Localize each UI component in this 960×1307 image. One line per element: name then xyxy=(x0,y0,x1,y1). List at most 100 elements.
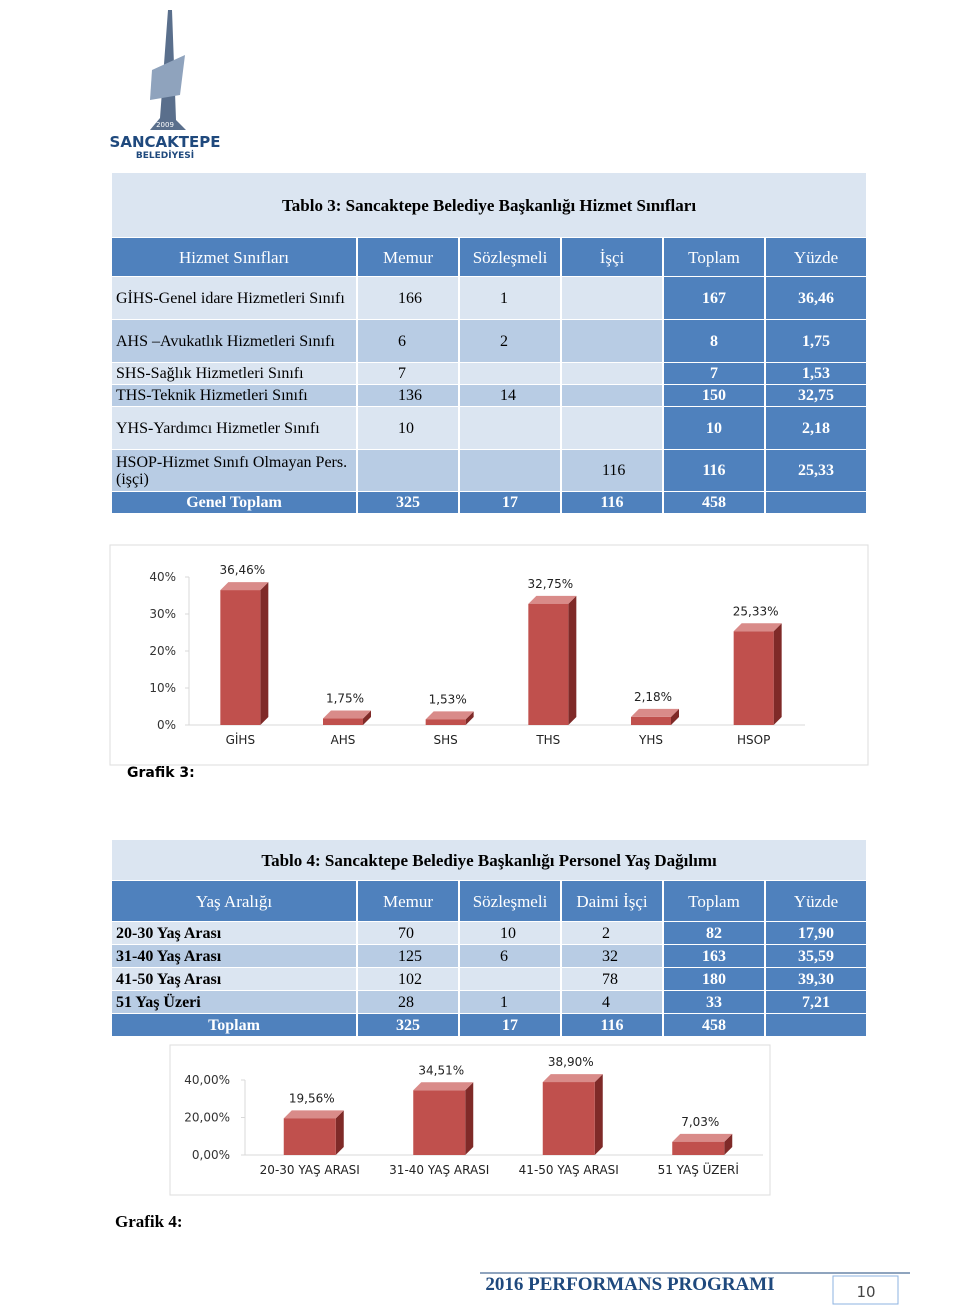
title-row: Tablo 4: Sancaktepe Belediye Başkanlığı … xyxy=(112,840,867,880)
cell: 167 xyxy=(664,277,764,319)
logo-name: SANCAKTEPE xyxy=(110,133,221,151)
y-tick-label: 20% xyxy=(149,644,176,658)
cell: 82 xyxy=(664,922,764,944)
cell: 14 xyxy=(460,385,560,406)
header-cell: Daimi İşçi xyxy=(562,881,662,921)
header-cell: Toplam xyxy=(664,238,764,276)
cell: 116 xyxy=(664,450,764,491)
bar-top xyxy=(425,711,474,720)
cell: 20-30 Yaş Arası xyxy=(112,922,356,944)
bar-side xyxy=(260,582,269,725)
bar xyxy=(413,1090,466,1155)
table-row: AHS –Avukatlık Hizmetleri Sınıfı 6 2 8 1,75 xyxy=(112,320,867,362)
cell: 28 xyxy=(358,991,458,1013)
cell: 33 xyxy=(664,991,764,1013)
cell: 1 xyxy=(460,991,560,1013)
y-tick-label: 40,00% xyxy=(184,1073,230,1087)
x-tick-label: YHS xyxy=(638,733,663,747)
cell xyxy=(460,450,560,491)
logo-year: 2009 xyxy=(156,121,174,129)
bar-side xyxy=(671,708,679,725)
cell: 7 xyxy=(664,363,764,384)
table-row: YHS-Yardımcı Hizmetler Sınıfı 10 10 2,18 xyxy=(112,407,867,449)
cell: 39,30 xyxy=(766,968,867,990)
bar-side xyxy=(724,1133,733,1155)
bar-top xyxy=(528,595,577,604)
bar-side xyxy=(465,711,474,725)
cell: 102 xyxy=(358,968,458,990)
total-cell: Toplam xyxy=(112,1014,356,1036)
y-tick-label: 40% xyxy=(149,570,176,584)
total-row: Genel Toplam 325 17 116 458 xyxy=(112,492,867,513)
bar xyxy=(631,716,671,725)
cell: 36,46 xyxy=(766,277,867,319)
x-tick-label: GİHS xyxy=(226,732,255,747)
total-cell: 458 xyxy=(664,1014,764,1036)
value-label: 2,18% xyxy=(634,690,672,704)
cell: 32,75 xyxy=(766,385,867,406)
header-cell: Sözleşmeli xyxy=(460,238,560,276)
table-row: THS-Teknik Hizmetleri Sınıfı 136 14 150 32,7… xyxy=(112,385,867,406)
bar xyxy=(283,1118,336,1155)
cell: 32 xyxy=(562,945,662,967)
table-row: 41-50 Yaş Arası 102 78 180 39,30 xyxy=(112,968,867,990)
bar xyxy=(733,631,774,725)
cell: 4 xyxy=(562,991,662,1013)
bar xyxy=(542,1082,595,1155)
header-cell: Sözleşmeli xyxy=(460,881,560,921)
bar-side xyxy=(465,1082,474,1155)
cell: 136 xyxy=(358,385,458,406)
cell: 163 xyxy=(664,945,764,967)
total-cell: 17 xyxy=(460,492,560,513)
cell: 150 xyxy=(664,385,764,406)
value-label: 34,51% xyxy=(418,1063,464,1077)
cell: 1,53 xyxy=(766,363,867,384)
bar-top xyxy=(542,1074,603,1083)
value-label: 38,90% xyxy=(548,1055,594,1069)
table-row: 51 Yaş Üzeri 28 1 4 33 7,21 xyxy=(112,991,867,1013)
table-row: HSOP-Hizmet Sınıfı Olmayan Pers.(işçi) 11… xyxy=(112,450,867,491)
value-label: 36,46% xyxy=(219,563,265,577)
cell: 7 xyxy=(358,363,458,384)
page-number: 10 xyxy=(856,1283,875,1301)
bar xyxy=(425,719,466,725)
cell xyxy=(562,385,662,406)
total-cell: 458 xyxy=(664,492,764,513)
title-row: Tablo 3: Sancaktepe Belediye Başkanlığı … xyxy=(112,173,867,237)
cell xyxy=(460,363,560,384)
value-label: 1,75% xyxy=(326,692,364,706)
y-tick-label: 20,00% xyxy=(184,1111,230,1125)
chart-frame xyxy=(169,1044,771,1196)
table-row: 20-30 Yaş Arası 70 10 2 82 17,90 xyxy=(112,922,867,944)
y-tick-label: 30% xyxy=(149,607,176,621)
cell: SHS-Sağlık Hizmetleri Sınıfı xyxy=(112,363,356,384)
cell: 78 xyxy=(562,968,662,990)
bar xyxy=(672,1141,725,1155)
header-cell: Memur xyxy=(358,881,458,921)
y-tick-label: 10% xyxy=(149,681,176,695)
cell xyxy=(562,277,662,319)
bar-side xyxy=(363,710,371,725)
total-cell: 116 xyxy=(562,492,662,513)
cell: 166 xyxy=(358,277,458,319)
data-table: Tablo 4: Sancaktepe Belediye Başkanlığı … xyxy=(110,839,868,1037)
value-label: 32,75% xyxy=(527,577,573,591)
x-tick-label: THS xyxy=(535,733,560,747)
cell: 10 xyxy=(664,407,764,449)
footer-title: 2016 PERFORMANS PROGRAMI xyxy=(485,1274,774,1295)
cell: 25,33 xyxy=(766,450,867,491)
cell: 10 xyxy=(460,922,560,944)
data-table: Tablo 3: Sancaktepe Belediye Başkanlığı … xyxy=(110,172,868,514)
total-cell: 325 xyxy=(358,492,458,513)
cell xyxy=(562,320,662,362)
bar-side xyxy=(335,1110,344,1155)
total-cell xyxy=(766,492,867,513)
cell: GİHS-Genel idare Hizmetleri Sınıfı xyxy=(112,277,356,319)
bar xyxy=(528,603,569,725)
total-cell: 116 xyxy=(562,1014,662,1036)
cell: YHS-Yardımcı Hizmetler Sınıfı xyxy=(112,407,356,449)
cell: 125 xyxy=(358,945,458,967)
cell: 31-40 Yaş Arası xyxy=(112,945,356,967)
logo: 2009 SANCAKTEPE BELEDİYESİ xyxy=(110,10,221,161)
